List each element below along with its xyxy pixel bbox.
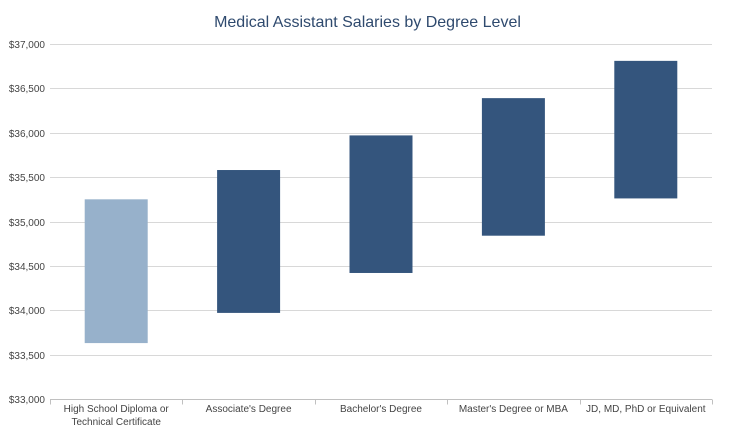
y-tick-label: $37,000 <box>9 40 46 51</box>
y-tick-label: $34,500 <box>9 262 46 273</box>
y-tick-label: $36,000 <box>9 129 46 140</box>
y-tick-label: $33,500 <box>9 351 46 362</box>
x-tick-label: Bachelor's Degree <box>340 404 422 415</box>
bar <box>481 98 545 236</box>
bar <box>349 135 413 273</box>
bar <box>614 60 678 199</box>
y-tick-label: $36,500 <box>9 84 46 95</box>
x-tick-label: High School Diploma or Technical Certific… <box>64 404 170 428</box>
x-tick-label: JD, MD, PhD or Equivalent <box>586 404 706 415</box>
y-tick-label: $34,000 <box>9 306 46 317</box>
bar <box>84 199 148 344</box>
x-tick-label: Associate's Degree <box>206 404 292 415</box>
chart-title: Medical Assistant Salaries by Degree Lev… <box>214 14 521 31</box>
y-tick-label: $35,500 <box>9 173 46 184</box>
y-tick-label: $35,000 <box>9 218 46 229</box>
x-tick-label: Master's Degree or MBA <box>459 404 568 415</box>
bar <box>217 170 281 313</box>
y-tick-label: $33,000 <box>9 395 46 406</box>
